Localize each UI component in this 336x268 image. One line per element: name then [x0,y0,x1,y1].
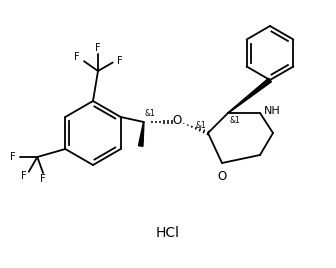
Text: O: O [173,114,182,128]
Text: F: F [21,171,27,181]
Text: HCl: HCl [156,226,180,240]
Text: NH: NH [264,106,281,116]
Text: &1: &1 [145,109,156,118]
Text: F: F [117,55,122,65]
Text: &1: &1 [195,121,206,130]
Polygon shape [228,78,271,113]
Polygon shape [138,122,144,146]
Text: F: F [95,43,101,53]
Text: &1: &1 [230,116,241,125]
Text: F: F [10,152,16,162]
Text: O: O [217,170,226,183]
Text: F: F [75,52,80,62]
Text: F: F [40,174,46,184]
